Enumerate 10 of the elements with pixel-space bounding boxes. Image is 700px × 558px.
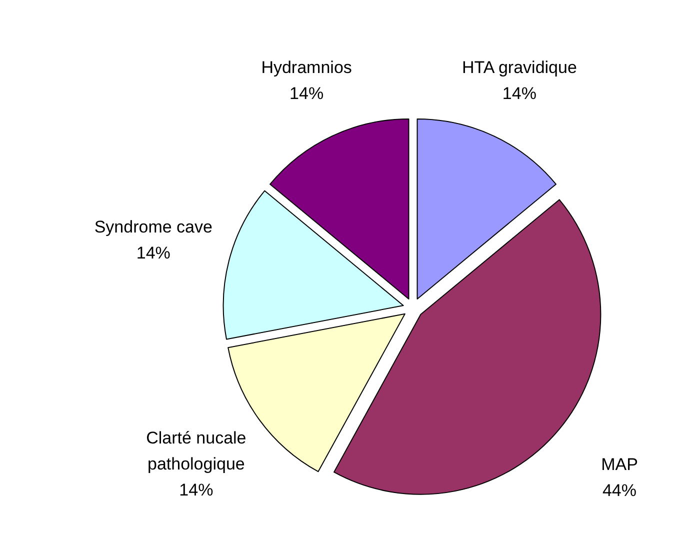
slice-label: MAP — [601, 455, 638, 474]
data-label: 44% — [602, 481, 637, 500]
data-label: 14% — [136, 244, 170, 263]
data-label: 14% — [179, 481, 214, 500]
slice-label: HTA gravidique — [462, 58, 577, 78]
data-label: 14% — [290, 84, 324, 104]
slice-label: Clarté nucale pathologique — [146, 429, 246, 474]
slice-label: Syndrome cave — [94, 218, 212, 237]
data-label: 14% — [502, 84, 536, 104]
slice-label: Hydramnios — [261, 58, 352, 78]
